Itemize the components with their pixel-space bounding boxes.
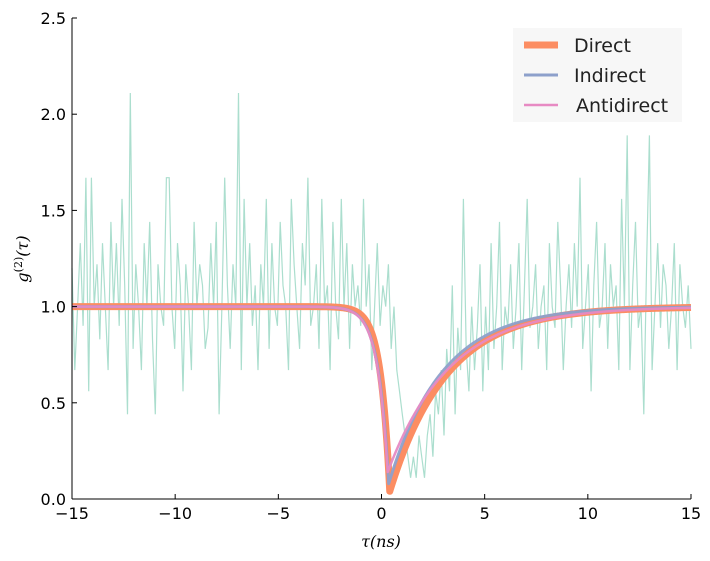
series-line-antidirect	[71, 305, 692, 474]
y-axis-label: g(2)(τ)	[12, 235, 32, 282]
x-tick-label: 10	[578, 504, 598, 523]
svg-text:g(2)(τ): g(2)(τ)	[12, 235, 32, 282]
x-tick-label: 5	[480, 504, 490, 523]
x-ticks: −15 −10 −5 0 5 10 15	[55, 494, 701, 523]
y-tick-label: 1.0	[41, 298, 66, 317]
y-tick-label: 2.5	[41, 9, 66, 28]
legend-label-antidirect: Antidirect	[576, 95, 668, 117]
x-tick-label: 15	[681, 504, 701, 523]
x-tick-label: 0	[376, 504, 386, 523]
legend-label-indirect: Indirect	[574, 65, 646, 87]
plot-area	[69, 92, 694, 495]
x-axis-label: τ(ns)	[361, 532, 401, 551]
legend-label-direct: Direct	[574, 35, 631, 57]
x-tick-label: −15	[55, 504, 89, 523]
y-tick-label: 1.5	[41, 201, 66, 220]
x-tick-label: −5	[267, 504, 291, 523]
y-tick-label: 0.5	[41, 394, 66, 413]
y-tick-label: 0.0	[41, 490, 66, 509]
y-tick-label: 2.0	[41, 105, 66, 124]
x-tick-label: −10	[158, 504, 192, 523]
y-axis-label-arg: (τ)	[13, 235, 32, 256]
y-axis-label-sup: (2)	[12, 257, 25, 273]
y-ticks: 0.0 0.5 1.0 1.5 2.0 2.5	[41, 9, 77, 509]
y-axis-label-base: g	[13, 272, 32, 282]
legend: Direct Indirect Antidirect	[513, 28, 682, 122]
series-line-measured	[71, 92, 692, 478]
